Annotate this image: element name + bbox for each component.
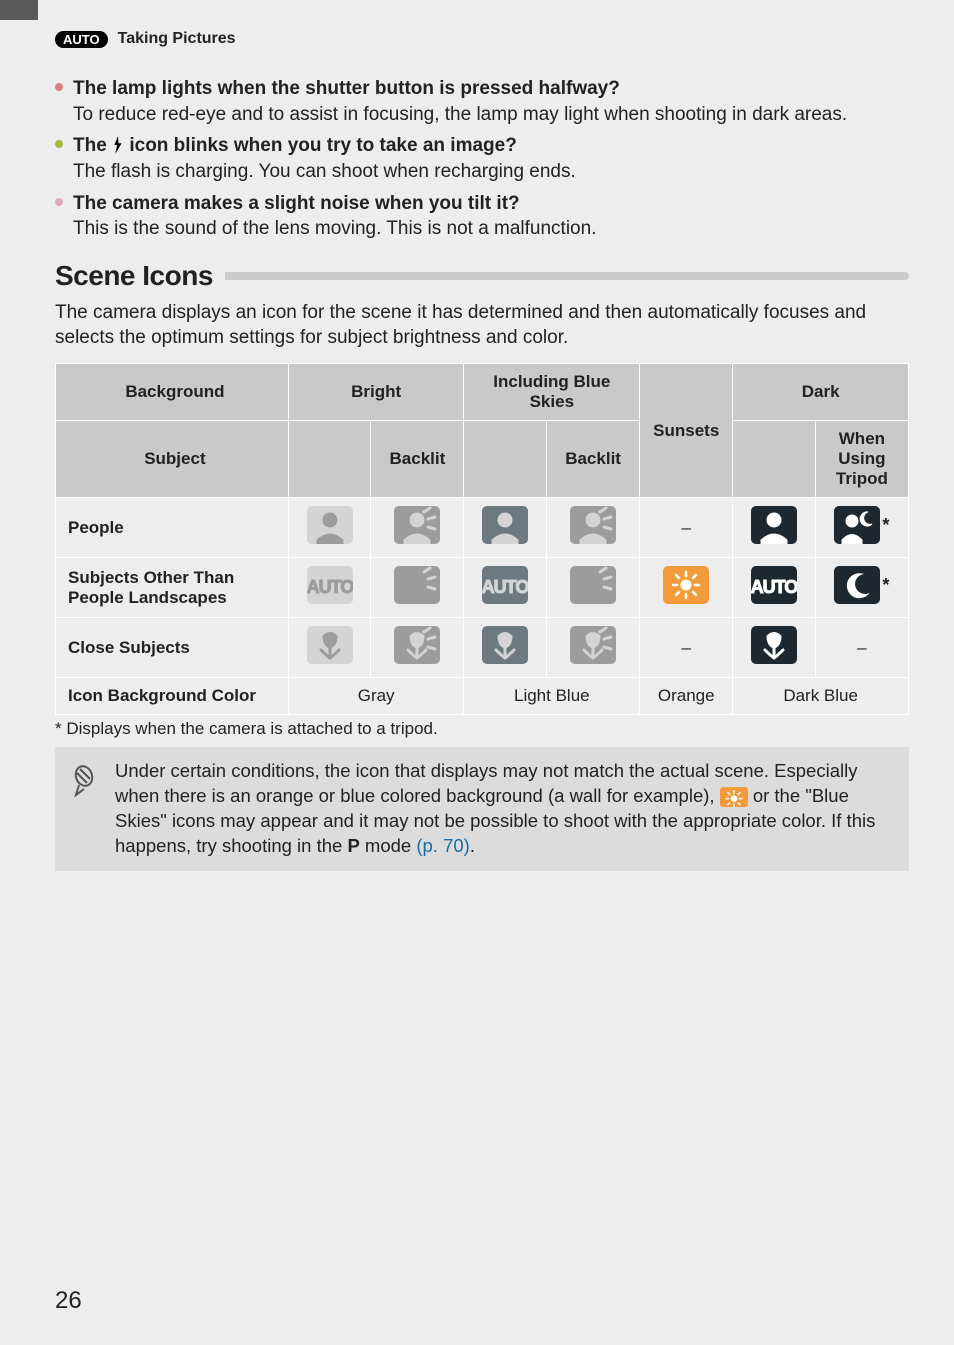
cell-icon bbox=[288, 498, 371, 558]
cell-dash: – bbox=[815, 618, 908, 678]
cell-icon bbox=[464, 618, 547, 678]
cell-text: Gray bbox=[288, 678, 464, 715]
section-intro: The camera displays an icon for the scen… bbox=[55, 300, 909, 351]
page-number: 26 bbox=[55, 1287, 82, 1315]
th-blank bbox=[733, 421, 816, 498]
row-other: Subjects Other Than People Landscapes bbox=[56, 558, 289, 618]
cell-icon bbox=[371, 618, 464, 678]
cell-icon bbox=[464, 498, 547, 558]
th-backlit-2: Backlit bbox=[547, 421, 640, 498]
cell-icon bbox=[733, 618, 816, 678]
th-blank bbox=[288, 421, 371, 498]
cell-icon: * bbox=[815, 498, 908, 558]
cell-icon bbox=[733, 498, 816, 558]
sun-inline-icon bbox=[720, 787, 748, 807]
note-box: Under certain conditions, the icon that … bbox=[55, 747, 909, 871]
auto-badge: AUTO bbox=[55, 31, 108, 48]
faq-list: The lamp lights when the shutter button … bbox=[55, 76, 909, 242]
bullet-dot bbox=[55, 83, 63, 91]
cell-icon bbox=[371, 498, 464, 558]
row-bgcolor: Icon Background Color bbox=[56, 678, 289, 715]
bullet-dot bbox=[55, 140, 63, 148]
bullet-dot bbox=[55, 198, 63, 206]
section-heading-row: Scene Icons bbox=[55, 260, 909, 292]
faq-question: The icon blinks when you try to take an … bbox=[73, 133, 576, 159]
cell-text: Dark Blue bbox=[733, 678, 909, 715]
th-subject: Subject bbox=[56, 421, 289, 498]
table-footnote: * Displays when the camera is attached t… bbox=[55, 719, 909, 739]
faq-item: The lamp lights when the shutter button … bbox=[55, 76, 909, 127]
page-title: Taking Pictures bbox=[118, 30, 236, 48]
note-text: Under certain conditions, the icon that … bbox=[115, 759, 891, 859]
faq-answer: This is the sound of the lens moving. Th… bbox=[73, 216, 596, 242]
heading-rule bbox=[225, 272, 909, 280]
cell-icon bbox=[733, 558, 816, 618]
cell-icon bbox=[371, 558, 464, 618]
cell-icon bbox=[288, 618, 371, 678]
faq-item: The icon blinks when you try to take an … bbox=[55, 133, 909, 184]
pencil-icon bbox=[73, 765, 101, 806]
faq-item: The camera makes a slight noise when you… bbox=[55, 191, 909, 242]
cell-dash: – bbox=[640, 498, 733, 558]
th-tripod: When Using Tripod bbox=[815, 421, 908, 498]
note-t3: mode bbox=[365, 835, 416, 856]
faq-answer: The flash is charging. You can shoot whe… bbox=[73, 159, 576, 185]
flash-icon bbox=[112, 135, 129, 156]
faq-question: The camera makes a slight noise when you… bbox=[73, 191, 596, 217]
th-sunsets: Sunsets bbox=[640, 364, 733, 498]
section-heading: Scene Icons bbox=[55, 260, 213, 292]
row-people: People bbox=[56, 498, 289, 558]
faq-answer: To reduce red-eye and to assist in focus… bbox=[73, 102, 847, 128]
th-blue-skies: Including Blue Skies bbox=[464, 364, 640, 421]
cell-icon bbox=[547, 558, 640, 618]
th-background: Background bbox=[56, 364, 289, 421]
q-text-pre: The bbox=[73, 135, 112, 156]
faq-question: The lamp lights when the shutter button … bbox=[73, 76, 847, 102]
th-bright: Bright bbox=[288, 364, 464, 421]
cell-icon bbox=[547, 618, 640, 678]
p-mode-icon: P bbox=[347, 835, 359, 856]
cell-text: Orange bbox=[640, 678, 733, 715]
cell-icon bbox=[288, 558, 371, 618]
page-tab-accent bbox=[0, 0, 38, 20]
note-period: . bbox=[470, 835, 475, 856]
page-link[interactable]: (p. 70) bbox=[416, 835, 469, 856]
q-text-post: icon blinks when you try to take an imag… bbox=[129, 135, 516, 156]
cell-dash: – bbox=[640, 618, 733, 678]
th-backlit-1: Backlit bbox=[371, 421, 464, 498]
cell-icon bbox=[640, 558, 733, 618]
row-close: Close Subjects bbox=[56, 618, 289, 678]
cell-icon bbox=[547, 498, 640, 558]
cell-text: Light Blue bbox=[464, 678, 640, 715]
page-header: AUTO Taking Pictures bbox=[55, 30, 909, 48]
th-blank bbox=[464, 421, 547, 498]
scene-icons-table: Background Bright Including Blue Skies S… bbox=[55, 363, 909, 715]
cell-icon bbox=[464, 558, 547, 618]
cell-icon: * bbox=[815, 558, 908, 618]
th-dark: Dark bbox=[733, 364, 909, 421]
